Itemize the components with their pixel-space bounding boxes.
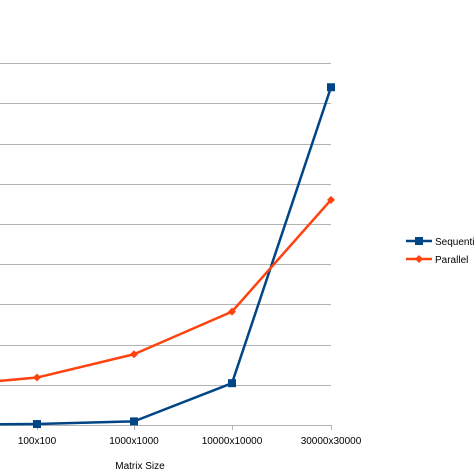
x-tick-label: 10000x10000 <box>202 436 263 447</box>
data-point-parallel <box>228 307 236 316</box>
data-point-parallel <box>327 195 335 204</box>
gridlines <box>0 63 331 386</box>
x-tick-label: 100x100 <box>18 436 57 447</box>
data-point-sequential <box>33 420 41 429</box>
x-tick-label: 30000x30000 <box>301 436 362 447</box>
legend: Sequential Parallel <box>406 237 474 266</box>
x-tick-label: 1000x1000 <box>109 436 159 447</box>
legend-label-parallel: Parallel <box>435 255 468 266</box>
legend-label-sequential: Sequential <box>435 237 474 248</box>
legend-item-parallel: Parallel <box>406 255 468 266</box>
x-tick-labels: 10x10100x1001000x100010000x1000030000x30… <box>18 436 362 447</box>
legend-marker-sequential <box>415 237 423 245</box>
series-line-parallel <box>0 199 332 383</box>
legend-item-sequential: Sequential <box>406 237 474 248</box>
data-point-parallel <box>33 373 41 382</box>
series-lines <box>0 83 335 429</box>
data-point-sequential <box>327 83 335 92</box>
legend-marker-parallel <box>415 255 423 263</box>
data-point-sequential <box>130 417 138 426</box>
data-point-sequential <box>228 379 236 388</box>
x-axis <box>0 425 332 430</box>
x-axis-label: Matrix Size <box>115 461 165 472</box>
data-point-parallel <box>130 350 138 359</box>
